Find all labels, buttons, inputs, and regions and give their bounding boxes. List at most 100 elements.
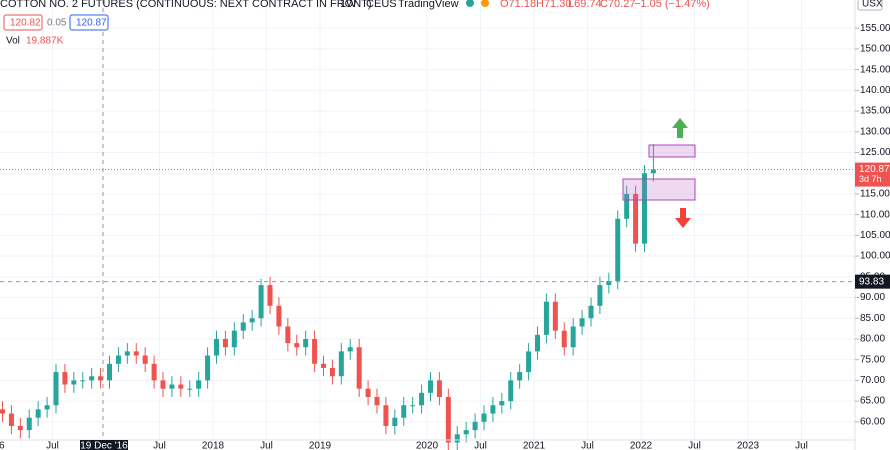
candle-body (258, 285, 264, 319)
candle-body (517, 372, 523, 381)
candle-body (454, 434, 460, 443)
x-tick-label: 2020 (416, 441, 439, 450)
x-tick-label: Jul (474, 441, 487, 450)
y-tick-label: 80.00 (860, 334, 885, 345)
currency: USX (862, 0, 883, 10)
y-tick-label: 125.00 (860, 147, 890, 158)
candle-body (615, 218, 621, 281)
x-tick-label: 2021 (523, 441, 546, 450)
y-tick-label: 100.00 (860, 251, 890, 262)
y-tick-label: 140.00 (860, 85, 890, 96)
x-tick-label: Jul (153, 441, 166, 450)
crosshair-date-box (80, 440, 128, 450)
low: L69.74 (568, 0, 602, 10)
candle-body (347, 347, 353, 352)
x-tick-label: 2022 (630, 441, 653, 450)
candle-body (508, 380, 514, 402)
candle-body (419, 392, 425, 406)
candle-body (570, 326, 576, 348)
candle-body (205, 355, 211, 381)
y-tick-label: 90.00 (860, 292, 885, 303)
high: H71.30 (536, 0, 571, 10)
x-tick-label: 2018 (202, 441, 225, 450)
candle-body (303, 338, 309, 348)
status-dot (481, 0, 489, 7)
candle-body (329, 367, 335, 377)
candle-body (356, 347, 362, 389)
zone-box[interactable] (648, 144, 696, 158)
candle-body (160, 380, 166, 389)
open: O71.18 (500, 0, 536, 10)
candle-body (249, 318, 255, 323)
candle-body (401, 405, 407, 418)
y-tick-label: 150.00 (860, 44, 890, 55)
currency-box[interactable] (857, 0, 883, 11)
price-axis (855, 0, 890, 450)
candle-body (410, 405, 416, 407)
volume-label: Vol (6, 36, 20, 47)
candle-body (196, 380, 202, 389)
ask: 120.87 (76, 18, 107, 29)
bid-box[interactable] (3, 14, 43, 31)
candle-body (231, 330, 237, 348)
y-tick-label: 130.00 (860, 126, 890, 137)
candle-body (187, 388, 193, 390)
crosshair-price-box (855, 274, 890, 289)
candle-body (312, 338, 318, 364)
candle-body (267, 285, 273, 306)
candle-body (543, 301, 549, 335)
candle-body (321, 363, 326, 368)
candle-body (8, 413, 14, 426)
y-tick-label: 115.00 (860, 189, 890, 200)
axes: 60.0065.0070.0075.0080.0085.0090.0095.00… (0, 23, 890, 450)
candle-body (338, 351, 344, 377)
candle-body (392, 417, 398, 426)
candle-body (579, 318, 585, 327)
candle-body (35, 409, 41, 418)
y-tick-label: 75.00 (860, 354, 885, 365)
arrow-up[interactable] (672, 118, 688, 138)
candle-body (481, 413, 487, 422)
x-tick-label: Jul (688, 441, 701, 450)
candle-body (463, 430, 469, 435)
last-price-label: 120.87 (859, 164, 890, 175)
candle-body (107, 363, 112, 381)
candle-body (214, 338, 219, 356)
candle-body (561, 330, 567, 348)
close: C70.27 (600, 0, 635, 10)
candle-body (650, 169, 656, 174)
candle-body (642, 173, 647, 244)
y-tick-label: 155.00 (860, 23, 890, 34)
x-tick-label: Jul (795, 441, 808, 450)
candle-body (53, 372, 59, 406)
y-tick-label: 70.00 (860, 375, 885, 386)
arrow-down[interactable] (675, 208, 691, 228)
candle-body (445, 396, 451, 443)
symbol-title: COTTON NO. 2 FUTURES (CONTINUOUS: NEXT C… (0, 0, 372, 10)
candle-body (606, 280, 612, 286)
candle-body (151, 363, 157, 381)
header: COTTON NO. 2 FUTURES (CONTINUOUS: NEXT C… (0, 0, 710, 47)
y-tick-label: 85.00 (860, 313, 885, 324)
ask-box[interactable] (69, 14, 109, 31)
candle-body (178, 384, 184, 389)
candle-body (115, 355, 121, 364)
candle-body (597, 285, 603, 306)
candle-body (535, 334, 540, 352)
countdown: 3d 7h (859, 174, 882, 184)
crosshair-date-label: 19 Dec '16 (80, 441, 128, 450)
candle-body (0, 409, 5, 414)
candle-body (169, 384, 175, 389)
candle-body (383, 405, 389, 426)
grid (0, 0, 855, 440)
x-tick-label: 2023 (737, 441, 760, 450)
status-dot (466, 0, 474, 7)
zone-box[interactable] (622, 178, 696, 201)
candle-body (98, 376, 104, 381)
x-tick-label: Jul (46, 441, 59, 450)
candle-body (588, 305, 594, 319)
candle-body (44, 405, 50, 410)
change: −1.05 (−1.47%) (634, 0, 710, 10)
spread: 0.05 (47, 18, 67, 29)
